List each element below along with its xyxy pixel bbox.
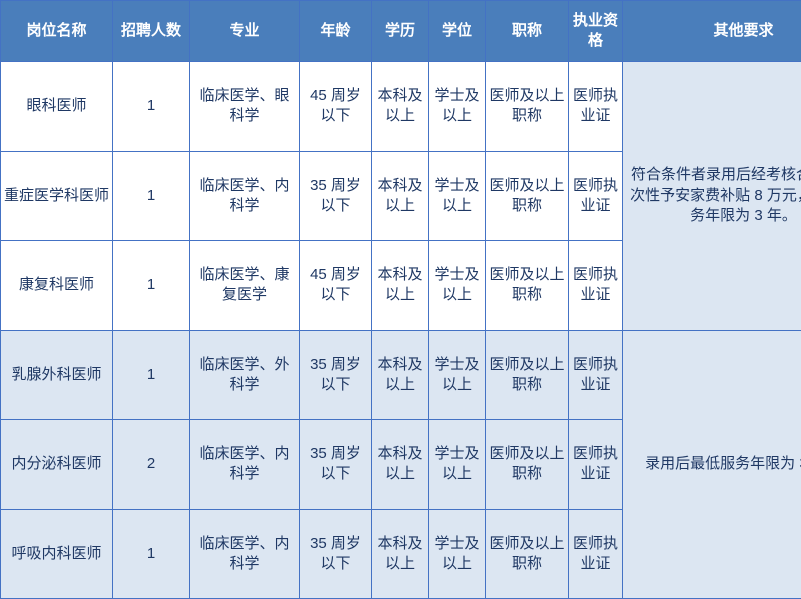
cell-headcount: 2 xyxy=(112,419,190,510)
cell-headcount: 1 xyxy=(112,61,190,152)
table-body: 眼科医师 1 临床医学、眼科学 45 周岁以下 本科及以上 学士及以上 医师及以… xyxy=(0,61,801,599)
cell-other-requirements: 录用后最低服务年限为 3 年。 xyxy=(622,329,801,599)
cell-age: 35 周岁以下 xyxy=(299,150,372,241)
cell-headcount: 1 xyxy=(112,150,190,241)
table-row: 呼吸内科医师 1 临床医学、内科学 35 周岁以下 本科及以上 学士及以上 医师… xyxy=(0,508,801,599)
cell-license: 医师执业证 xyxy=(568,419,623,510)
cell-major: 临床医学、内科学 xyxy=(189,508,300,599)
header-education: 学历 xyxy=(371,0,429,62)
cell-license: 医师执业证 xyxy=(568,150,623,241)
cell-education: 本科及以上 xyxy=(371,329,429,420)
header-job-name: 岗位名称 xyxy=(0,0,113,62)
cell-license: 医师执业证 xyxy=(568,329,623,420)
cell-education: 本科及以上 xyxy=(371,240,429,331)
cell-education: 本科及以上 xyxy=(371,419,429,510)
table-row: 乳腺外科医师 1 临床医学、外科学 35 周岁以下 本科及以上 学士及以上 医师… xyxy=(0,329,801,599)
header-headcount: 招聘人数 xyxy=(112,0,190,62)
cell-degree: 学士及以上 xyxy=(428,329,486,420)
cell-education: 本科及以上 xyxy=(371,150,429,241)
cell-age: 45 周岁以下 xyxy=(299,61,372,152)
cell-degree: 学士及以上 xyxy=(428,61,486,152)
cell-headcount: 1 xyxy=(112,508,190,599)
table-header-row: 岗位名称 招聘人数 专业 年龄 学历 学位 职称 执业资格 其他要求 xyxy=(0,0,801,62)
cell-major: 临床医学、康复医学 xyxy=(189,240,300,331)
cell-degree: 学士及以上 xyxy=(428,419,486,510)
cell-major: 临床医学、眼科学 xyxy=(189,61,300,152)
cell-professional-title: 医师及以上职称 xyxy=(485,240,569,331)
cell-job-name: 内分泌科医师 xyxy=(0,419,113,510)
header-professional-title: 职称 xyxy=(485,0,569,62)
cell-professional-title: 医师及以上职称 xyxy=(485,150,569,241)
table-row: 康复科医师 1 临床医学、康复医学 45 周岁以下 本科及以上 学士及以上 医师… xyxy=(0,240,801,331)
header-major: 专业 xyxy=(189,0,300,62)
cell-education: 本科及以上 xyxy=(371,508,429,599)
cell-major: 临床医学、外科学 xyxy=(189,329,300,420)
cell-job-name: 乳腺外科医师 xyxy=(0,329,113,420)
cell-license: 医师执业证 xyxy=(568,508,623,599)
cell-degree: 学士及以上 xyxy=(428,150,486,241)
cell-job-name: 康复科医师 xyxy=(0,240,113,331)
table-header: 岗位名称 招聘人数 专业 年龄 学历 学位 职称 执业资格 其他要求 xyxy=(0,0,801,62)
cell-age: 35 周岁以下 xyxy=(299,329,372,420)
header-age: 年龄 xyxy=(299,0,372,62)
cell-degree: 学士及以上 xyxy=(428,508,486,599)
cell-major: 临床医学、内科学 xyxy=(189,419,300,510)
cell-job-name: 呼吸内科医师 xyxy=(0,508,113,599)
cell-age: 45 周岁以下 xyxy=(299,240,372,331)
header-degree: 学位 xyxy=(428,0,486,62)
cell-age: 35 周岁以下 xyxy=(299,419,372,510)
cell-education: 本科及以上 xyxy=(371,61,429,152)
header-license: 执业资格 xyxy=(568,0,623,62)
cell-degree: 学士及以上 xyxy=(428,240,486,331)
cell-headcount: 1 xyxy=(112,240,190,331)
cell-professional-title: 医师及以上职称 xyxy=(485,329,569,420)
table-row: 内分泌科医师 2 临床医学、内科学 35 周岁以下 本科及以上 学士及以上 医师… xyxy=(0,419,801,510)
cell-other-requirements: 符合条件者录用后经考核合格，一次性予安家费补贴 8 万元，最低服务年限为 3 年… xyxy=(622,61,801,331)
cell-major: 临床医学、内科学 xyxy=(189,150,300,241)
cell-headcount: 1 xyxy=(112,329,190,420)
cell-license: 医师执业证 xyxy=(568,61,623,152)
cell-professional-title: 医师及以上职称 xyxy=(485,508,569,599)
header-other-requirements: 其他要求 xyxy=(622,0,801,62)
cell-job-name: 眼科医师 xyxy=(0,61,113,152)
cell-age: 35 周岁以下 xyxy=(299,508,372,599)
table-row: 重症医学科医师 1 临床医学、内科学 35 周岁以下 本科及以上 学士及以上 医… xyxy=(0,150,801,241)
cell-license: 医师执业证 xyxy=(568,240,623,331)
cell-professional-title: 医师及以上职称 xyxy=(485,61,569,152)
cell-professional-title: 医师及以上职称 xyxy=(485,419,569,510)
table-row: 眼科医师 1 临床医学、眼科学 45 周岁以下 本科及以上 学士及以上 医师及以… xyxy=(0,61,801,331)
cell-job-name: 重症医学科医师 xyxy=(0,150,113,241)
